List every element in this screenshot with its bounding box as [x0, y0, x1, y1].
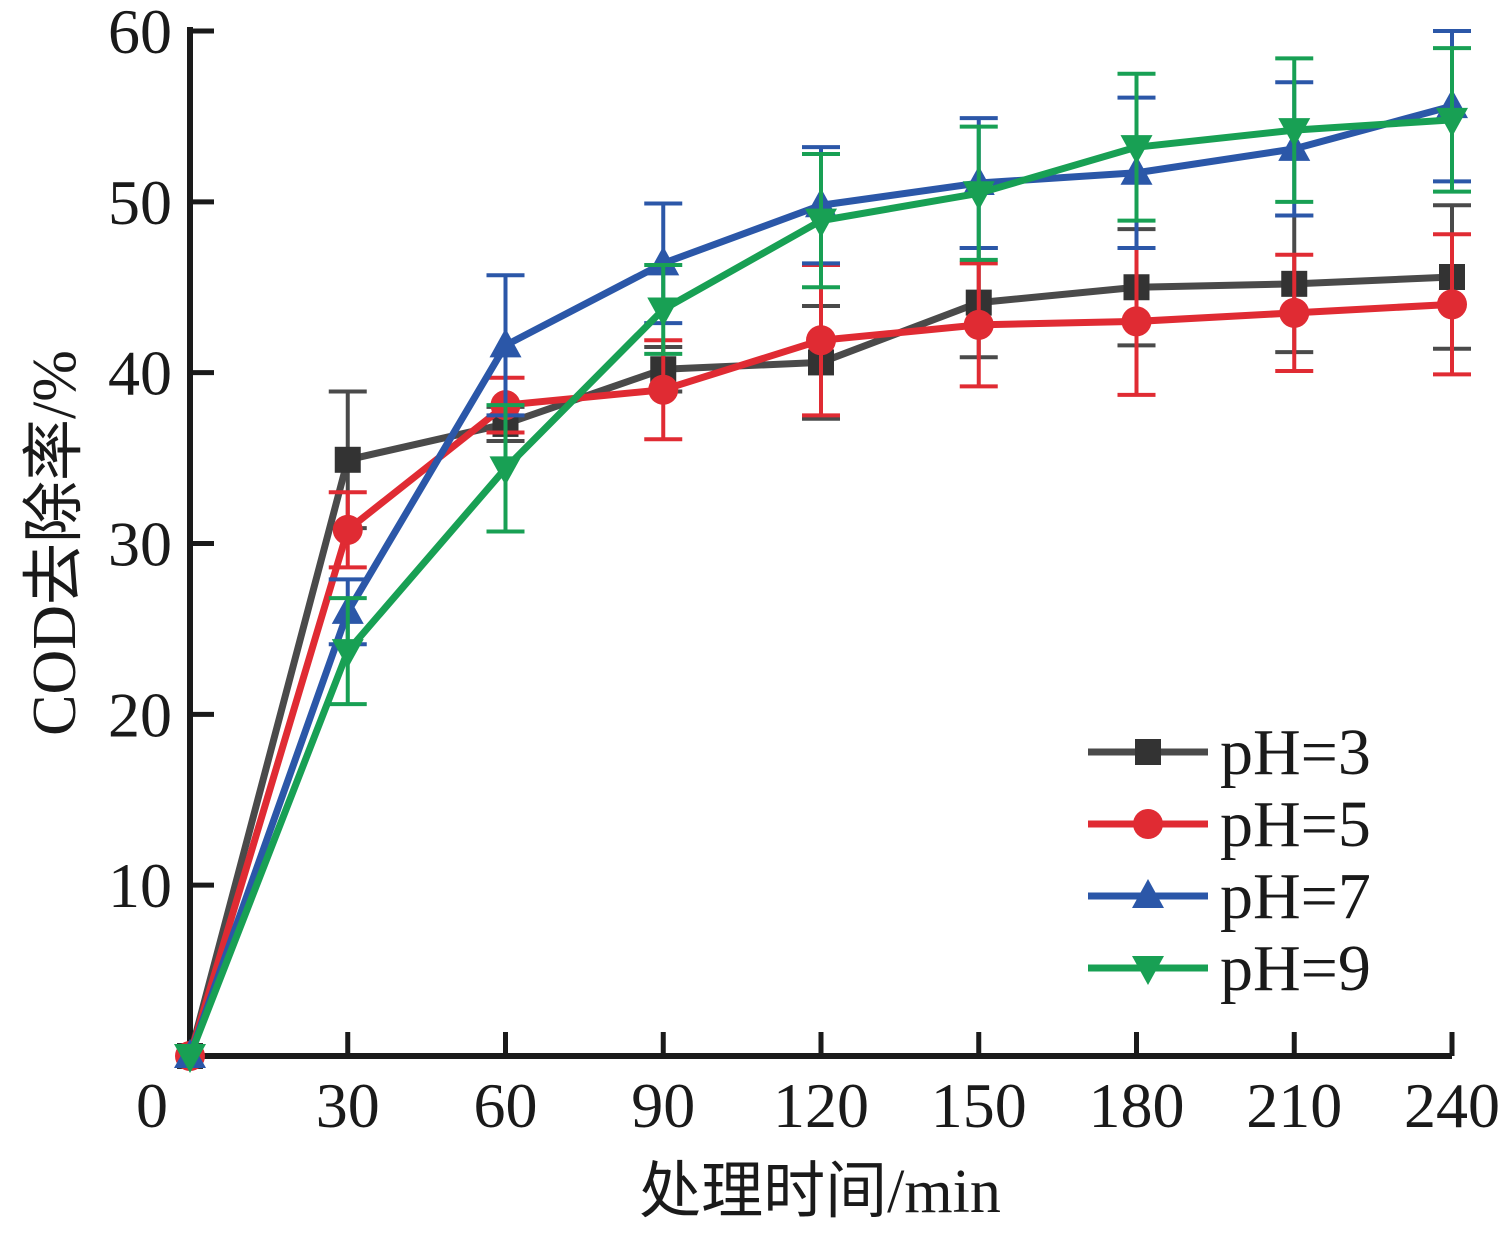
- circle-marker-icon: [332, 514, 363, 545]
- circle-marker-icon: [648, 374, 679, 405]
- circle-marker-icon: [1437, 289, 1467, 320]
- y-tick-label: 50: [108, 167, 172, 238]
- x-tick-label: 60: [474, 1070, 538, 1141]
- y-tick-label: 60: [108, 0, 172, 67]
- legend-label: pH=3: [1220, 716, 1371, 789]
- y-tick-label: 20: [108, 679, 172, 750]
- legend-label: pH=9: [1220, 932, 1371, 1005]
- triangle-down-marker-icon: [489, 456, 522, 486]
- legend-item: pH=7: [1088, 860, 1371, 933]
- triangle-down-marker-icon: [962, 181, 995, 211]
- triangle-down-marker-icon: [1120, 135, 1153, 165]
- y-tick-label: 40: [108, 338, 172, 409]
- circle-marker-icon: [1279, 297, 1310, 328]
- square-marker-icon: [1135, 739, 1161, 765]
- x-tick-label: 30: [316, 1070, 380, 1141]
- x-tick-label: 150: [931, 1070, 1027, 1141]
- triangle-down-marker-icon: [174, 1044, 206, 1073]
- triangle-down-marker-icon: [1132, 956, 1164, 985]
- circle-marker-icon: [806, 325, 836, 356]
- legend: pH=3pH=5pH=7pH=9: [1088, 716, 1371, 1005]
- x-tick-label: 120: [773, 1070, 869, 1141]
- circle-marker-icon: [1133, 809, 1163, 839]
- triangle-down-marker-icon: [331, 639, 364, 669]
- x-tick-label: 0: [136, 1070, 168, 1141]
- y-tick-label: 30: [108, 509, 172, 580]
- triangle-down-marker-icon: [1436, 107, 1468, 137]
- triangle-up-marker-icon: [647, 246, 680, 276]
- y-tick-label: 10: [108, 850, 172, 921]
- x-tick-label: 210: [1246, 1070, 1342, 1141]
- circle-marker-icon: [1121, 306, 1152, 337]
- legend-item: pH=3: [1088, 716, 1371, 789]
- triangle-down-marker-icon: [805, 208, 837, 238]
- triangle-up-marker-icon: [1132, 879, 1164, 908]
- circle-marker-icon: [963, 309, 994, 340]
- y-axis-title: COD去除率/%: [21, 350, 89, 736]
- plot-area: [174, 29, 1471, 1073]
- x-axis-title: 处理时间/min: [639, 1158, 1001, 1226]
- x-tick-label: 180: [1089, 1070, 1185, 1141]
- square-marker-icon: [334, 446, 361, 473]
- legend-label: pH=5: [1220, 788, 1371, 861]
- triangle-down-marker-icon: [1278, 118, 1311, 148]
- series-ph9: [174, 46, 1471, 1073]
- legend-item: pH=9: [1088, 932, 1371, 1005]
- triangle-up-marker-icon: [489, 328, 522, 358]
- triangle-down-marker-icon: [647, 297, 680, 327]
- axes: 0 30 60 90 120 150 180 210 240 10 20 30 40 50 60: [108, 0, 1500, 1141]
- x-tick-label: 90: [631, 1070, 695, 1141]
- x-tick-label: 240: [1404, 1070, 1500, 1141]
- legend-label: pH=7: [1220, 860, 1371, 933]
- legend-item: pH=5: [1088, 788, 1371, 861]
